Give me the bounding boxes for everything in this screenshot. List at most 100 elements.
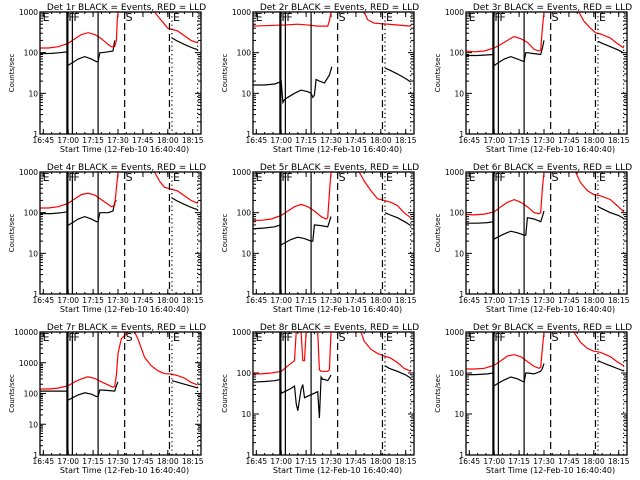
y-axis-label: Counts/sec bbox=[8, 374, 16, 413]
panel-title: Det 2r BLACK = Events, RED = LLD bbox=[260, 3, 419, 13]
y-axis-label: Counts/sec bbox=[221, 214, 229, 253]
panel-6: Det 6r BLACK = Events, RED = LLD Counts/s… bbox=[434, 163, 632, 314]
x-tick-label: 17:00 bbox=[270, 136, 292, 145]
events-series-line bbox=[597, 206, 625, 220]
y-tick-label: 1000 bbox=[19, 359, 38, 368]
x-axis-label: Start Time (12-Feb-10 16:40:40) bbox=[273, 466, 402, 475]
panel-title: Det 6r BLACK = Events, RED = LLD bbox=[473, 163, 632, 173]
events-series-line bbox=[253, 216, 332, 246]
lld-series-line bbox=[466, 172, 625, 216]
events-series-line bbox=[40, 381, 119, 402]
x-tick-label: 17:00 bbox=[483, 296, 505, 305]
x-tick-label: 18:15 bbox=[182, 296, 204, 305]
x-tick-label: 16:45 bbox=[33, 296, 55, 305]
y-tick-label: 1 bbox=[459, 290, 464, 299]
panel-7: Det 7r BLACK = Events, RED = LLD Counts/s… bbox=[8, 323, 206, 475]
time-marker-label: S bbox=[339, 11, 346, 24]
panel-1: Det 1r BLACK = Events, RED = LLD Counts/s… bbox=[8, 3, 206, 154]
time-marker-label: S bbox=[552, 11, 559, 24]
plot-frame bbox=[252, 11, 415, 135]
x-tick-label: 17:45 bbox=[345, 136, 367, 145]
y-axis-label: Counts/sec bbox=[221, 54, 229, 93]
events-series-line bbox=[171, 37, 198, 51]
y-tick-label: 100 bbox=[450, 369, 465, 378]
panel-3: Det 3r BLACK = Events, RED = LLD Counts/s… bbox=[434, 3, 632, 154]
x-tick-label: 18:00 bbox=[583, 136, 605, 145]
time-marker-label: E bbox=[469, 11, 476, 24]
plot-frame bbox=[39, 171, 202, 295]
x-tick-label: 17:45 bbox=[558, 136, 580, 145]
time-marker-label: E bbox=[599, 171, 606, 184]
plot-frame bbox=[465, 11, 628, 135]
y-axis-label: Counts/sec bbox=[8, 214, 16, 253]
x-tick-label: 17:00 bbox=[57, 296, 79, 305]
time-marker-label: F bbox=[281, 11, 287, 24]
x-tick-label: 17:15 bbox=[82, 457, 104, 466]
y-tick-label: 1 bbox=[33, 130, 38, 139]
time-marker-label: F bbox=[281, 331, 287, 344]
time-marker-label: F bbox=[286, 171, 292, 184]
events-series-line bbox=[597, 40, 624, 54]
x-tick-label: 17:45 bbox=[558, 296, 580, 305]
panel-title: Det 3r BLACK = Events, RED = LLD bbox=[473, 3, 632, 13]
x-tick-label: 18:15 bbox=[608, 136, 630, 145]
y-tick-label: 10 bbox=[28, 420, 38, 429]
time-marker-label: F bbox=[68, 171, 74, 184]
x-tick-label: 18:00 bbox=[157, 457, 179, 466]
events-series-line bbox=[40, 199, 117, 227]
events-series-line bbox=[384, 67, 412, 83]
x-tick-label: 17:30 bbox=[533, 136, 555, 145]
x-axis-label: Start Time (12-Feb-10 16:40:40) bbox=[486, 466, 615, 475]
time-marker-label: F bbox=[494, 331, 500, 344]
y-tick-label: 1 bbox=[459, 451, 464, 460]
x-tick-label: 18:15 bbox=[182, 457, 204, 466]
y-tick-label: 1 bbox=[246, 451, 251, 460]
x-tick-label: 16:45 bbox=[246, 136, 268, 145]
lld-series-line bbox=[40, 172, 198, 209]
y-tick-label: 10 bbox=[454, 89, 464, 98]
y-axis-label: Counts/sec bbox=[434, 214, 442, 253]
time-marker-label: S bbox=[552, 331, 559, 344]
y-tick-label: 100 bbox=[450, 209, 465, 218]
x-tick-label: 18:15 bbox=[395, 136, 417, 145]
x-tick-label: 18:00 bbox=[583, 457, 605, 466]
y-tick-label: 10000 bbox=[14, 328, 38, 337]
x-tick-label: 17:30 bbox=[107, 136, 129, 145]
plot-frame bbox=[39, 331, 202, 456]
panel-title: Det 4r BLACK = Events, RED = LLD bbox=[47, 163, 206, 173]
events-series-line bbox=[597, 360, 624, 372]
y-tick-label: 10 bbox=[241, 249, 251, 258]
x-tick-label: 17:30 bbox=[320, 457, 342, 466]
y-tick-label: 10 bbox=[28, 89, 38, 98]
y-tick-label: 1000 bbox=[232, 168, 251, 177]
x-axis-label: Start Time (12-Feb-10 16:40:40) bbox=[60, 305, 189, 314]
y-tick-label: 100 bbox=[237, 49, 252, 58]
x-axis-label: Start Time (12-Feb-10 16:40:40) bbox=[273, 145, 402, 154]
time-marker-label: E bbox=[173, 331, 180, 344]
x-tick-label: 18:00 bbox=[583, 296, 605, 305]
x-tick-label: 17:15 bbox=[295, 296, 317, 305]
plot-frame bbox=[465, 171, 628, 295]
y-axis-label: Counts/sec bbox=[8, 54, 16, 93]
panel-5: Det 5r BLACK = Events, RED = LLD Counts/s… bbox=[221, 163, 419, 314]
panel-title: Det 1r BLACK = Events, RED = LLD bbox=[47, 3, 206, 13]
time-marker-label: E bbox=[43, 331, 50, 344]
x-tick-label: 17:45 bbox=[132, 296, 154, 305]
x-tick-label: 17:30 bbox=[107, 296, 129, 305]
time-marker-label: E bbox=[599, 11, 606, 24]
time-marker-label: E bbox=[43, 11, 50, 24]
y-tick-label: 1000 bbox=[445, 328, 464, 337]
y-tick-label: 1000 bbox=[232, 8, 251, 17]
y-tick-label: 10 bbox=[454, 410, 464, 419]
panel-title: Det 5r BLACK = Events, RED = LLD bbox=[260, 163, 419, 173]
y-tick-label: 100 bbox=[237, 209, 252, 218]
x-tick-label: 18:15 bbox=[395, 457, 417, 466]
x-tick-label: 17:45 bbox=[345, 457, 367, 466]
y-tick-label: 1000 bbox=[19, 8, 38, 17]
x-tick-label: 17:15 bbox=[508, 296, 530, 305]
x-tick-label: 18:15 bbox=[608, 296, 630, 305]
time-marker-label: E bbox=[43, 171, 50, 184]
time-marker-label: E bbox=[173, 171, 180, 184]
time-marker-label: F bbox=[494, 171, 500, 184]
